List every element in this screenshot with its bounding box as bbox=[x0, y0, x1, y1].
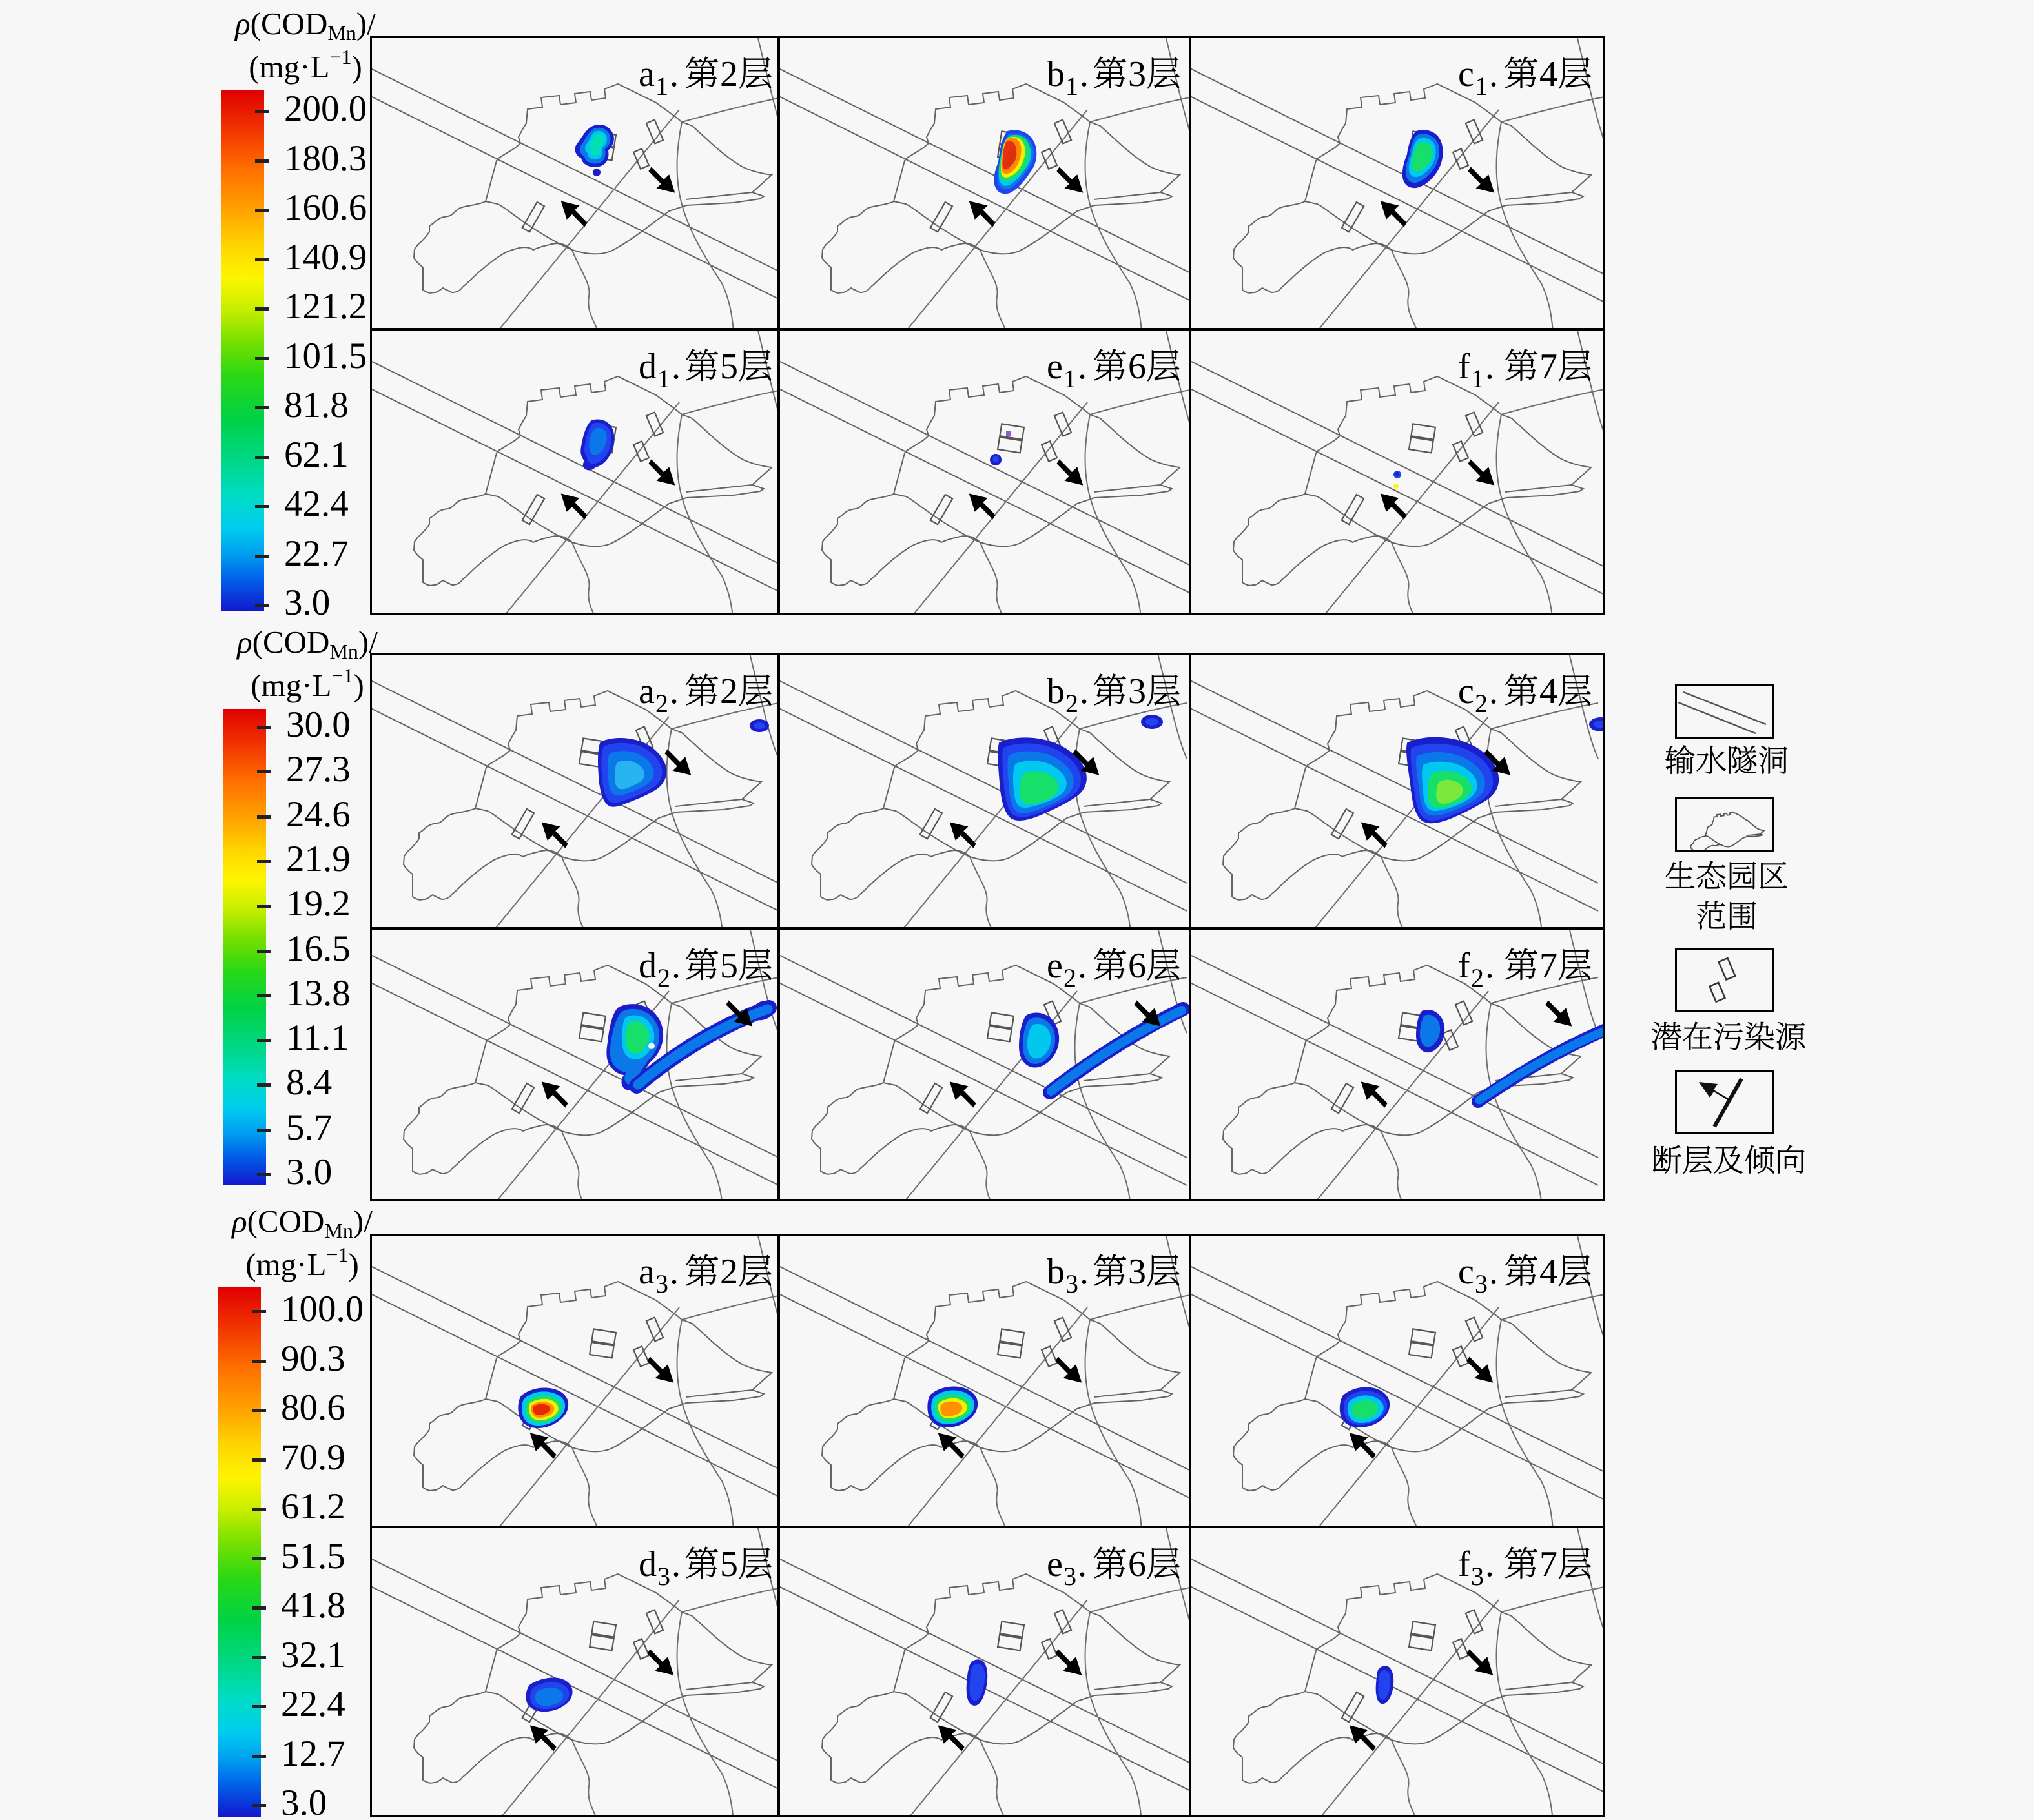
svg-text:.: . bbox=[670, 54, 679, 94]
svg-text:6: 6 bbox=[1128, 946, 1146, 986]
svg-text:.: . bbox=[1078, 946, 1087, 986]
svg-text:.: . bbox=[670, 671, 679, 711]
svg-text:.: . bbox=[672, 946, 681, 986]
svg-text:f: f bbox=[1458, 347, 1470, 387]
svg-text:c: c bbox=[1458, 671, 1474, 711]
svg-text:4: 4 bbox=[1539, 671, 1557, 711]
svg-text:e: e bbox=[1047, 946, 1063, 986]
svg-text:5: 5 bbox=[720, 1544, 738, 1584]
svg-text:d: d bbox=[639, 347, 657, 387]
svg-text:.: . bbox=[1489, 671, 1498, 711]
svg-text:e: e bbox=[1047, 1544, 1063, 1584]
svg-text:3: 3 bbox=[1471, 1562, 1484, 1591]
svg-text:1: 1 bbox=[1063, 364, 1076, 393]
svg-text:b: b bbox=[1047, 54, 1065, 94]
svg-text:7: 7 bbox=[1539, 946, 1557, 986]
svg-text:.: . bbox=[1078, 1544, 1087, 1584]
svg-text:.: . bbox=[1489, 1252, 1498, 1292]
svg-text:2: 2 bbox=[720, 671, 738, 711]
svg-text:.: . bbox=[1489, 54, 1498, 94]
svg-text:.: . bbox=[1080, 671, 1089, 711]
svg-text:.: . bbox=[1080, 1252, 1089, 1292]
svg-text:3: 3 bbox=[1063, 1562, 1076, 1591]
svg-text:.: . bbox=[1080, 54, 1089, 94]
svg-text:.: . bbox=[670, 1252, 679, 1292]
svg-text:.: . bbox=[1078, 347, 1087, 387]
svg-text:2: 2 bbox=[720, 1252, 738, 1292]
svg-text:7: 7 bbox=[1539, 347, 1557, 387]
svg-text:c: c bbox=[1458, 1252, 1474, 1292]
svg-text:e: e bbox=[1047, 347, 1063, 387]
svg-text:a: a bbox=[639, 1252, 655, 1292]
svg-text:d: d bbox=[639, 1544, 657, 1584]
svg-text:1: 1 bbox=[655, 72, 668, 101]
svg-text:.: . bbox=[672, 1544, 681, 1584]
svg-text:a: a bbox=[639, 671, 655, 711]
svg-text:3: 3 bbox=[1065, 1269, 1078, 1298]
svg-text:.: . bbox=[1485, 1544, 1494, 1584]
svg-text:4: 4 bbox=[1539, 1252, 1557, 1292]
svg-text:c: c bbox=[1458, 54, 1474, 94]
svg-text:1: 1 bbox=[1475, 72, 1488, 101]
svg-text:3: 3 bbox=[1128, 54, 1146, 94]
svg-text:f: f bbox=[1458, 1544, 1470, 1584]
svg-text:.: . bbox=[1485, 347, 1494, 387]
svg-text:2: 2 bbox=[657, 963, 670, 992]
svg-text:5: 5 bbox=[720, 946, 738, 986]
svg-text:.: . bbox=[672, 347, 681, 387]
svg-text:6: 6 bbox=[1128, 1544, 1146, 1584]
svg-text:5: 5 bbox=[720, 347, 738, 387]
svg-text:2: 2 bbox=[720, 54, 738, 94]
svg-text:2: 2 bbox=[1063, 963, 1076, 992]
svg-text:7: 7 bbox=[1539, 1544, 1557, 1584]
svg-text:4: 4 bbox=[1539, 54, 1557, 94]
svg-text:1: 1 bbox=[1471, 364, 1484, 393]
svg-text:3: 3 bbox=[1475, 1269, 1488, 1298]
svg-text:3: 3 bbox=[1128, 671, 1146, 711]
svg-text:2: 2 bbox=[1475, 689, 1488, 718]
svg-text:3: 3 bbox=[1128, 1252, 1146, 1292]
svg-text:2: 2 bbox=[655, 689, 668, 718]
svg-text:.: . bbox=[1485, 946, 1494, 986]
svg-text:b: b bbox=[1047, 671, 1065, 711]
svg-text:d: d bbox=[639, 946, 657, 986]
svg-text:2: 2 bbox=[1471, 963, 1484, 992]
svg-text:2: 2 bbox=[1065, 689, 1078, 718]
svg-text:1: 1 bbox=[1065, 72, 1078, 101]
svg-text:6: 6 bbox=[1128, 347, 1146, 387]
svg-text:1: 1 bbox=[657, 364, 670, 393]
svg-text:3: 3 bbox=[657, 1562, 670, 1591]
svg-text:b: b bbox=[1047, 1252, 1065, 1292]
svg-text:3: 3 bbox=[655, 1269, 668, 1298]
svg-text:a: a bbox=[639, 54, 655, 94]
svg-text:f: f bbox=[1458, 946, 1470, 986]
